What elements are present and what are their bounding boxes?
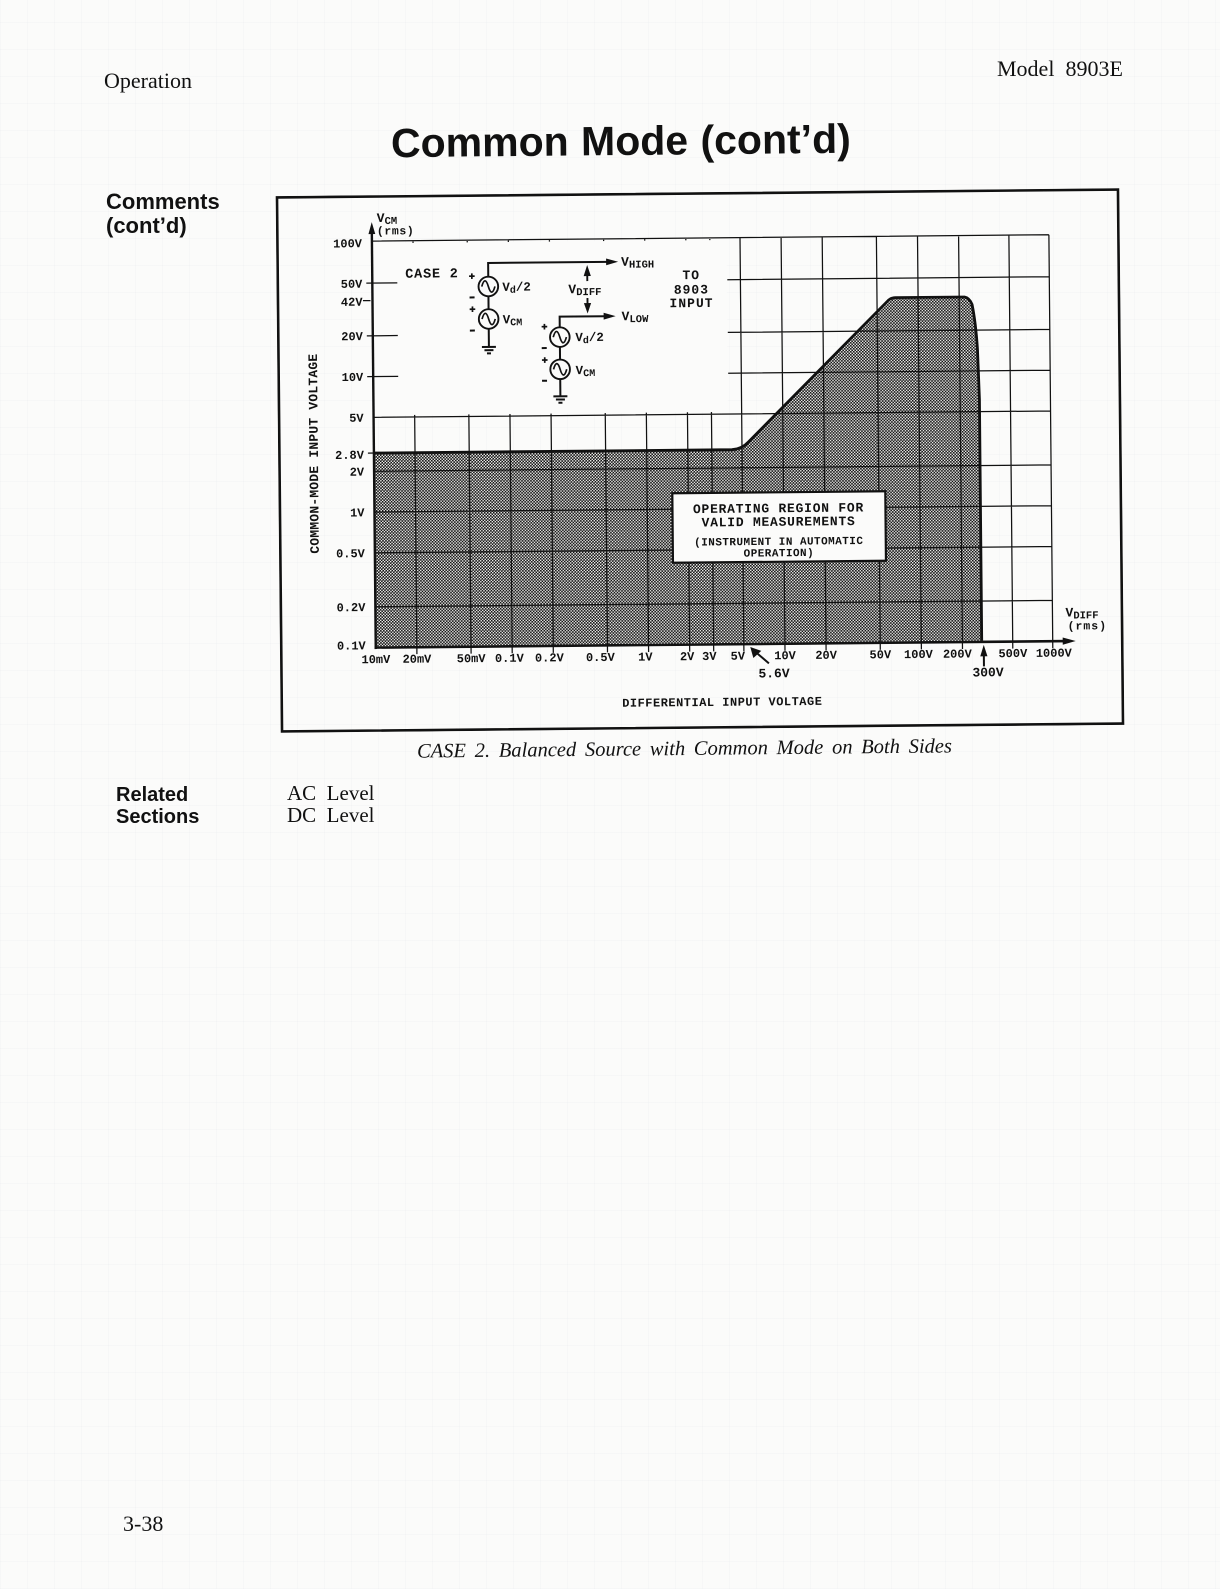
svg-text:300V: 300V — [972, 665, 1004, 680]
svg-text:Vd/2: Vd/2 — [575, 330, 604, 346]
svg-text:OPERATING REGION FOR: OPERATING REGION FOR — [693, 500, 864, 517]
svg-text:0.2V: 0.2V — [336, 601, 366, 615]
svg-text:(rms): (rms) — [1068, 620, 1108, 633]
svg-text:10mV: 10mV — [361, 652, 391, 666]
svg-text:20mV: 20mV — [402, 652, 432, 666]
svg-text:VALID MEASUREMENTS: VALID MEASUREMENTS — [702, 514, 856, 530]
svg-text:1000V: 1000V — [1036, 646, 1073, 660]
svg-text:100V: 100V — [333, 237, 363, 251]
svg-text:5V: 5V — [349, 411, 364, 425]
svg-text:(rms): (rms) — [377, 225, 415, 238]
svg-text:10V: 10V — [774, 649, 797, 663]
svg-text:5.6V: 5.6V — [758, 666, 790, 681]
svg-text:3V: 3V — [702, 649, 717, 663]
svg-text:5V: 5V — [731, 649, 746, 663]
svg-text:1V: 1V — [638, 650, 653, 664]
svg-text:CASE 2: CASE 2 — [405, 267, 459, 283]
svg-text:20V: 20V — [815, 648, 838, 662]
svg-text:0.2V: 0.2V — [535, 651, 565, 665]
svg-text:100V: 100V — [904, 647, 934, 661]
svg-text:50V: 50V — [341, 277, 364, 291]
svg-text:Vd/2: Vd/2 — [502, 280, 531, 296]
svg-text:0.5V: 0.5V — [586, 650, 616, 664]
svg-text:DIFFERENTIAL INPUT VOLTAGE: DIFFERENTIAL INPUT VOLTAGE — [622, 694, 822, 710]
svg-text:20V: 20V — [341, 330, 364, 344]
svg-text:TO: TO — [682, 267, 700, 282]
svg-text:10V: 10V — [342, 370, 365, 384]
svg-text:(INSTRUMENT IN AUTOMATIC: (INSTRUMENT IN AUTOMATIC — [694, 535, 863, 549]
svg-text:2V: 2V — [680, 650, 695, 664]
svg-text:50V: 50V — [869, 648, 892, 662]
svg-text:0.1V: 0.1V — [337, 639, 367, 653]
svg-text:42V: 42V — [341, 295, 364, 309]
svg-text:0.5V: 0.5V — [336, 547, 366, 561]
svg-text:200V: 200V — [943, 647, 973, 661]
svg-text:50mV: 50mV — [457, 652, 487, 666]
svg-text:2V: 2V — [350, 465, 365, 479]
svg-text:2.8V: 2.8V — [335, 448, 365, 462]
svg-text:1V: 1V — [350, 506, 365, 520]
svg-text:INPUT: INPUT — [669, 295, 713, 310]
svg-text:8903: 8903 — [674, 282, 709, 297]
svg-text:0.1V: 0.1V — [495, 651, 525, 665]
svg-text:OPERATION): OPERATION) — [744, 547, 815, 560]
svg-text:500V: 500V — [998, 646, 1028, 660]
svg-text:COMMON-MODE INPUT VOLTAGE: COMMON-MODE INPUT VOLTAGE — [306, 353, 323, 553]
